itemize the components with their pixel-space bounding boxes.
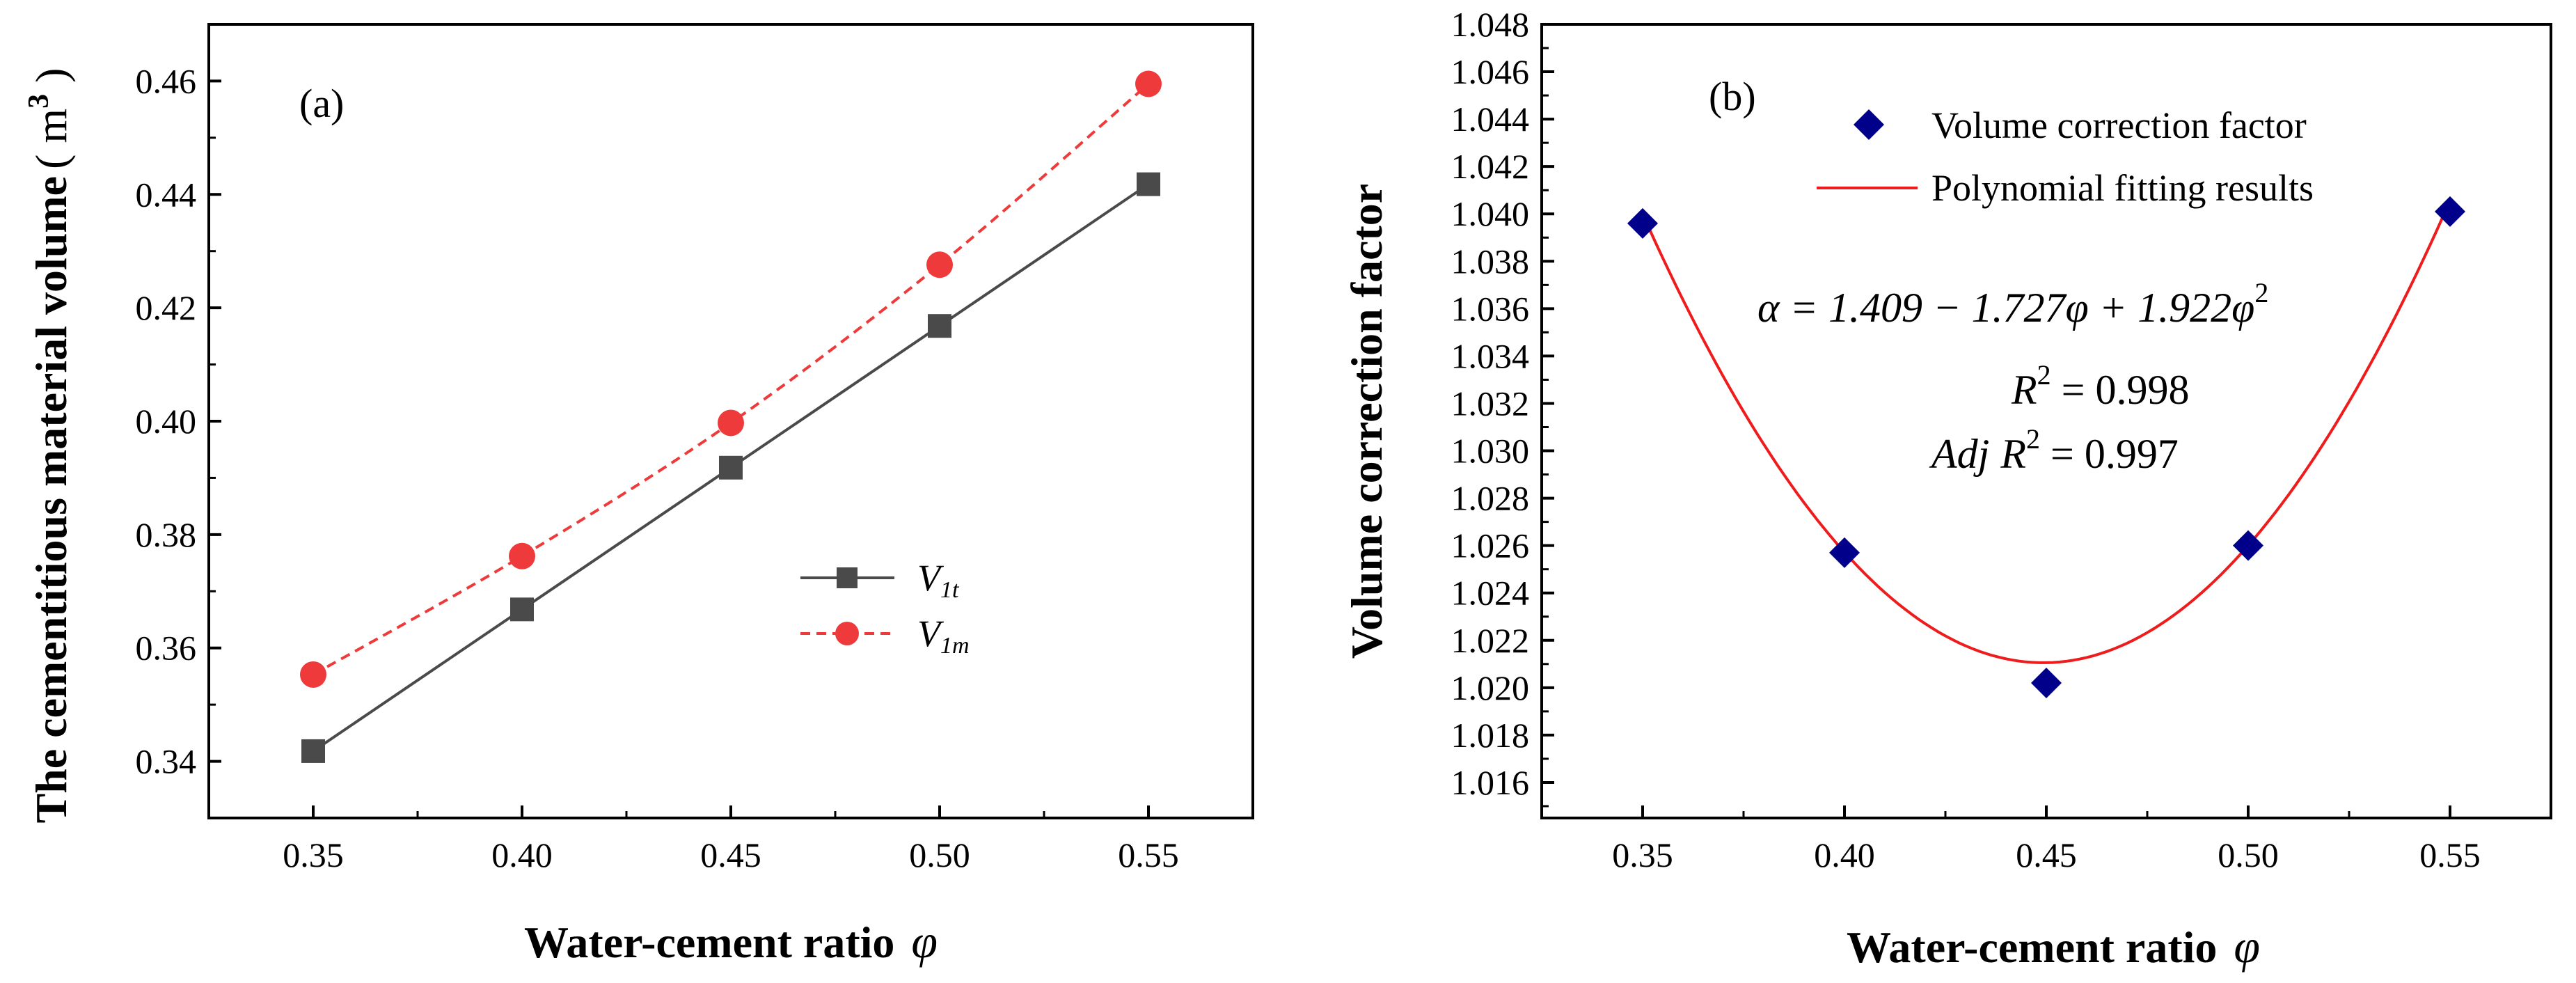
panel-label-a: (a) xyxy=(299,81,344,126)
x-axis-title-b: Water-cement ratio φ xyxy=(1847,920,2260,973)
data-point-volume-correction-factor xyxy=(2031,668,2062,699)
y-tick-label: 1.030 xyxy=(1451,432,1530,471)
y-tick-label: 0.42 xyxy=(136,288,197,327)
legend-label-v1m: V1m xyxy=(917,613,970,659)
y-axis-ticks-a: 0.34 0.36 0.38 0.40 0.42 0.44 0.46 xyxy=(136,23,221,819)
data-point-v1m xyxy=(509,542,535,569)
y-tick-label: 1.040 xyxy=(1451,194,1530,233)
y-tick-label: 0.36 xyxy=(136,629,197,668)
data-point-v1t xyxy=(510,597,534,622)
panel-b-scatter-chart: 1.016 1.018 1.020 1.022 1.024 1.026 1.028 1.030… xyxy=(1342,5,2552,973)
y-axis-ticks-b: 1.016 1.018 1.020 1.022 1.024 1.026 1.028 1.030… xyxy=(1451,5,1554,808)
y-tick-label: 1.036 xyxy=(1451,289,1530,328)
x-tick-label: 0.55 xyxy=(1118,835,1179,874)
data-point-v1t xyxy=(719,455,743,480)
y-axis-title-b: Volume correction factor xyxy=(1342,184,1391,659)
data-point-volume-correction-factor xyxy=(2233,530,2263,561)
fit-curve xyxy=(1641,200,2451,664)
x-tick-label: 0.45 xyxy=(2016,835,2077,874)
legend-marker-v1t xyxy=(837,567,858,588)
y-tick-label: 1.038 xyxy=(1451,242,1530,281)
data-point-v1t xyxy=(301,739,325,763)
panel-label-b: (b) xyxy=(1709,74,1756,119)
x-tick-label: 0.55 xyxy=(2419,835,2481,874)
legend-label-polynomial-fitting-results: Polynomial fitting results xyxy=(1931,167,2314,209)
fit-equation: α = 1.409 − 1.727φ + 1.922φ2 xyxy=(1757,277,2268,331)
legend-b: Volume correction factor Polynomial fitt… xyxy=(1817,104,2314,209)
x-tick-label: 0.50 xyxy=(2218,835,2279,874)
y-tick-label: 1.046 xyxy=(1451,52,1530,91)
y-tick-label: 0.38 xyxy=(136,515,197,554)
y-tick-label: 1.048 xyxy=(1451,5,1530,44)
data-point-volume-correction-factor xyxy=(1829,537,1860,568)
panel-a-line-chart: 0.34 0.36 0.38 0.40 0.42 0.44 0.46 0.35 0.40 0.4… xyxy=(23,23,1254,968)
y-tick-label: 1.026 xyxy=(1451,526,1530,565)
y-tick-label: 1.016 xyxy=(1451,763,1530,802)
data-point-v1m xyxy=(300,661,326,688)
y-tick-label: 1.020 xyxy=(1451,668,1530,707)
y-tick-label: 1.028 xyxy=(1451,479,1530,518)
y-tick-label: 1.044 xyxy=(1451,100,1530,139)
x-tick-label: 0.40 xyxy=(491,835,553,874)
data-point-volume-correction-factor xyxy=(2435,196,2465,227)
y-tick-label: 0.46 xyxy=(136,61,197,100)
data-point-v1m xyxy=(1135,70,1162,97)
data-point-v1t xyxy=(1137,172,1160,196)
series-group-a xyxy=(300,70,1162,763)
data-point-v1m xyxy=(926,251,953,278)
series-group-b xyxy=(1627,196,2465,699)
data-point-volume-correction-factor xyxy=(1627,207,1658,239)
y-tick-label: 1.024 xyxy=(1451,574,1530,613)
y-tick-label: 0.40 xyxy=(136,402,197,441)
r-squared: R2 = 0.998 xyxy=(2011,359,2190,413)
y-tick-label: 1.022 xyxy=(1451,621,1530,660)
x-axis-ticks-a: 0.35 0.40 0.45 0.50 0.55 xyxy=(207,805,1254,874)
x-tick-label: 0.35 xyxy=(283,835,344,874)
y-axis-title-a: The cementitious material volume( m3 ) xyxy=(23,68,76,824)
legend-marker-v1m xyxy=(835,622,859,645)
adj-r-squared: Adj R2 = 0.997 xyxy=(1929,423,2179,477)
x-axis-title-a: Water-cement ratio φ xyxy=(524,915,938,968)
y-tick-label: 1.042 xyxy=(1451,147,1530,186)
y-tick-label: 0.34 xyxy=(136,742,197,781)
legend-label-v1t: V1t xyxy=(917,557,960,603)
x-tick-label: 0.40 xyxy=(1814,835,1875,874)
x-tick-label: 0.45 xyxy=(700,835,761,874)
x-axis-ticks-b: 0.35 0.40 0.45 0.50 0.55 xyxy=(1540,805,2552,874)
data-point-v1m xyxy=(718,409,744,437)
y-tick-label: 1.034 xyxy=(1451,336,1530,375)
legend-a: V1t V1m xyxy=(800,557,970,659)
legend-marker-diamond xyxy=(1854,109,1884,140)
y-tick-label: 1.018 xyxy=(1451,716,1530,755)
y-tick-label: 0.44 xyxy=(136,175,197,214)
legend-label-volume-correction-factor: Volume correction factor xyxy=(1931,104,2307,146)
y-tick-label: 1.032 xyxy=(1451,384,1530,423)
x-tick-label: 0.50 xyxy=(909,835,970,874)
x-tick-label: 0.35 xyxy=(1612,835,1673,874)
series-line-v1m xyxy=(313,82,1150,676)
data-point-v1t xyxy=(928,314,951,338)
